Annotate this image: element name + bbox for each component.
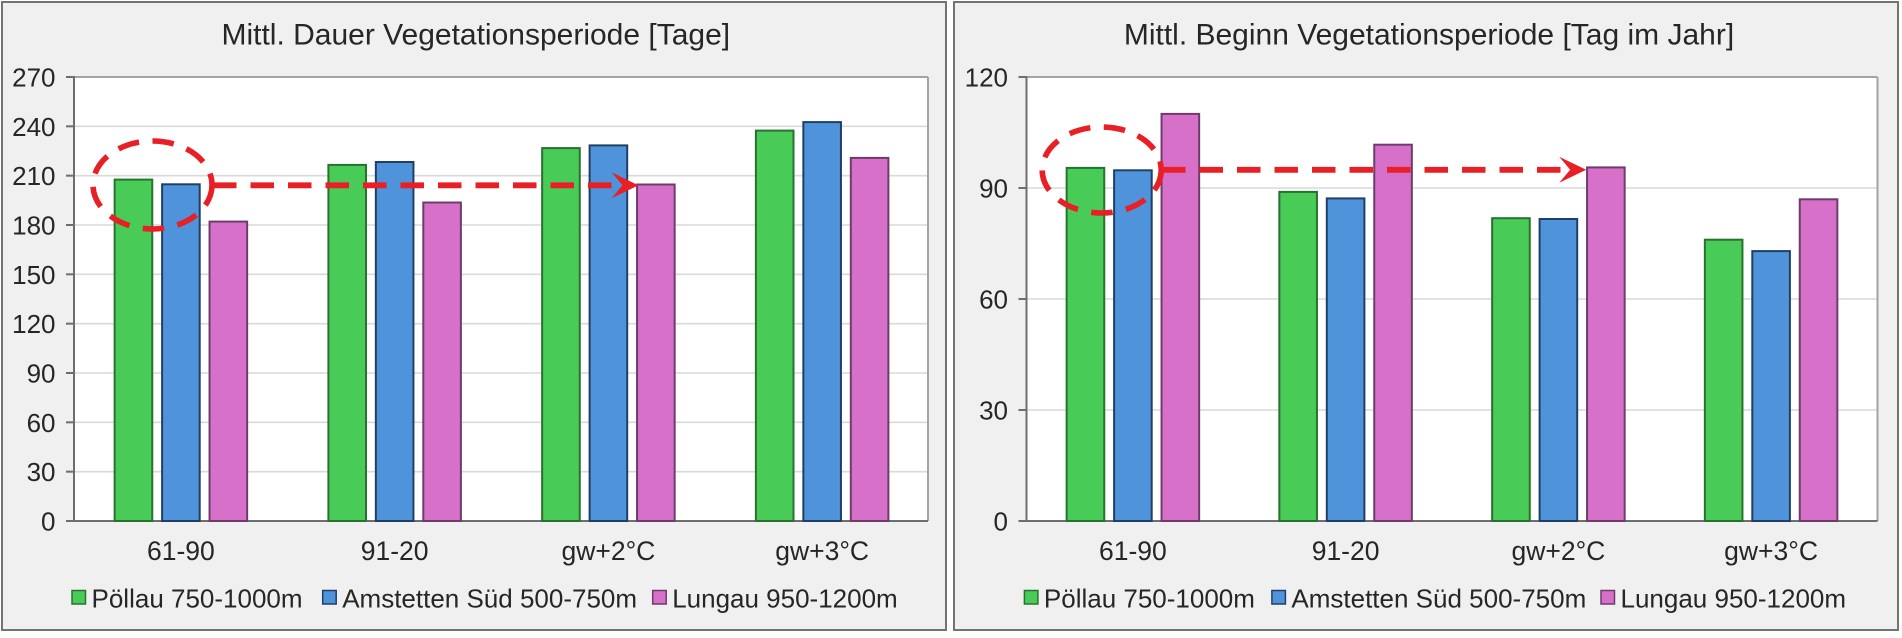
svg-text:150: 150 xyxy=(12,260,55,290)
svg-text:Pöllau 750-1000m: Pöllau 750-1000m xyxy=(1044,584,1255,614)
svg-text:61-90: 61-90 xyxy=(147,536,215,566)
svg-text:120: 120 xyxy=(965,63,1008,93)
svg-text:Mittl. Dauer Vegetationsperiod: Mittl. Dauer Vegetationsperiode [Tage] xyxy=(221,19,730,52)
svg-text:0: 0 xyxy=(994,507,1008,537)
svg-text:210: 210 xyxy=(12,161,55,191)
svg-text:gw+3°C: gw+3°C xyxy=(775,536,869,566)
svg-text:Lungau 950-1200m: Lungau 950-1200m xyxy=(1621,584,1847,614)
svg-text:gw+2°C: gw+2°C xyxy=(1511,536,1605,566)
svg-text:30: 30 xyxy=(979,396,1008,426)
svg-text:90: 90 xyxy=(979,174,1008,204)
svg-text:0: 0 xyxy=(41,507,55,537)
svg-text:Amstetten Süd 500-750m: Amstetten Süd 500-750m xyxy=(342,584,637,614)
svg-text:Lungau 950-1200m: Lungau 950-1200m xyxy=(672,584,898,614)
svg-text:gw+2°C: gw+2°C xyxy=(561,536,655,566)
svg-text:120: 120 xyxy=(12,309,55,339)
svg-text:61-90: 61-90 xyxy=(1099,536,1167,566)
svg-text:Amstetten Süd 500-750m: Amstetten Süd 500-750m xyxy=(1291,584,1586,614)
svg-text:Pöllau 750-1000m: Pöllau 750-1000m xyxy=(92,584,303,614)
svg-text:91-20: 91-20 xyxy=(1312,536,1380,566)
svg-text:Mittl. Beginn Vegetationsperio: Mittl. Beginn Vegetationsperiode [Tag im… xyxy=(1124,19,1734,52)
svg-text:240: 240 xyxy=(12,112,55,142)
svg-text:30: 30 xyxy=(27,457,56,487)
svg-text:90: 90 xyxy=(27,359,56,389)
svg-text:gw+3°C: gw+3°C xyxy=(1724,536,1818,566)
svg-text:60: 60 xyxy=(27,408,56,438)
svg-text:91-20: 91-20 xyxy=(361,536,429,566)
svg-text:180: 180 xyxy=(12,211,55,241)
svg-text:60: 60 xyxy=(979,285,1008,315)
svg-text:270: 270 xyxy=(12,63,55,93)
